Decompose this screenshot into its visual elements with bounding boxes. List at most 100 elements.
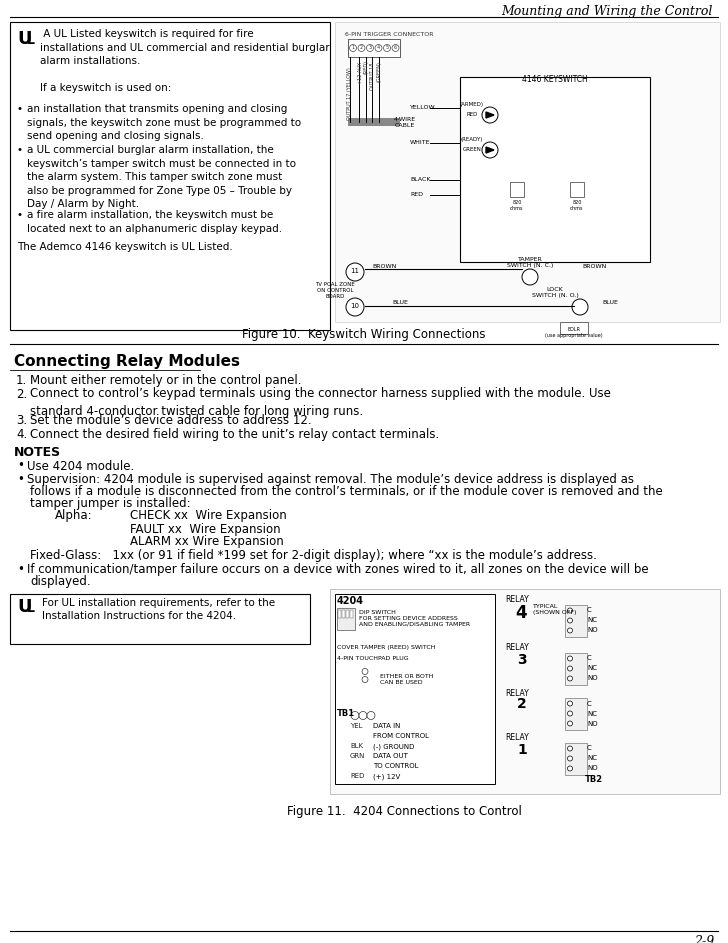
Text: BLACK: BLACK	[410, 177, 430, 182]
Text: Use 4204 module.: Use 4204 module.	[27, 459, 134, 472]
Text: 6: 6	[394, 45, 397, 50]
Text: +12 AUX: +12 AUX	[357, 61, 363, 84]
Bar	[565, 698, 587, 730]
Circle shape	[572, 299, 588, 315]
Text: 2-9: 2-9	[694, 935, 714, 943]
Text: BLUE: BLUE	[602, 300, 618, 305]
Text: tamper jumper is installed:: tamper jumper is installed:	[30, 497, 191, 509]
Text: C: C	[587, 701, 592, 706]
Text: FAULT xx  Wire Expansion: FAULT xx Wire Expansion	[130, 522, 280, 536]
Circle shape	[568, 666, 572, 671]
Text: (READY): (READY)	[461, 137, 483, 142]
Bar	[338, 609, 341, 618]
Bar	[348, 118, 400, 126]
Text: TV PCAL ZONE
ON CONTROL
BOARD: TV PCAL ZONE ON CONTROL BOARD	[315, 282, 355, 299]
Text: FROM CONTROL: FROM CONTROL	[373, 734, 429, 739]
Circle shape	[568, 746, 572, 751]
Text: NO: NO	[587, 720, 598, 726]
Text: (GREEN): (GREEN)	[376, 61, 381, 82]
Text: NC: NC	[587, 755, 597, 762]
Text: NO: NO	[587, 627, 598, 634]
Text: OUTPUT 18: OUTPUT 18	[371, 62, 376, 90]
Text: 4-WIRE
CABLE: 4-WIRE CABLE	[394, 117, 416, 128]
Bar	[337, 607, 355, 630]
Bar	[330, 588, 720, 793]
Text: RELAY: RELAY	[505, 643, 529, 653]
Text: TYPICAL
(SHOWN OFF): TYPICAL (SHOWN OFF)	[533, 604, 577, 615]
Bar	[335, 593, 495, 784]
Bar	[346, 609, 349, 618]
Circle shape	[568, 676, 572, 681]
Text: TAMPER
SWITCH (N. C.): TAMPER SWITCH (N. C.)	[507, 257, 553, 268]
Text: 4146 KEYSWITCH: 4146 KEYSWITCH	[522, 75, 588, 84]
Circle shape	[482, 142, 498, 158]
Text: OUTPUT 17 (YELLOW): OUTPUT 17 (YELLOW)	[347, 67, 352, 120]
Text: COVER TAMPER (REED) SWITCH: COVER TAMPER (REED) SWITCH	[337, 646, 435, 651]
Circle shape	[367, 712, 375, 720]
Circle shape	[362, 669, 368, 674]
Text: RELAY: RELAY	[505, 595, 529, 604]
Polygon shape	[486, 112, 494, 118]
Text: Set the module’s device address to address 12.: Set the module’s device address to addre…	[30, 415, 312, 427]
Text: Alpha:: Alpha:	[55, 509, 92, 522]
Text: (-) GROUND: (-) GROUND	[373, 743, 414, 750]
Bar	[342, 609, 345, 618]
Circle shape	[482, 107, 498, 123]
Text: •: •	[17, 564, 24, 576]
Text: EOLR
(use appropriate value): EOLR (use appropriate value)	[545, 327, 603, 338]
Text: RED: RED	[350, 773, 365, 780]
Text: The Ademco 4146 keyswitch is UL Listed.: The Ademco 4146 keyswitch is UL Listed.	[17, 242, 233, 252]
Text: YELLOW: YELLOW	[410, 105, 435, 110]
Text: L: L	[27, 602, 35, 615]
Text: 2: 2	[360, 45, 363, 50]
Text: NOTES: NOTES	[14, 445, 61, 458]
Text: U: U	[17, 598, 31, 616]
Text: TO CONTROL: TO CONTROL	[373, 764, 419, 769]
Circle shape	[346, 263, 364, 281]
Text: 6-PIN TRIGGER CONNECTOR: 6-PIN TRIGGER CONNECTOR	[345, 32, 433, 37]
Circle shape	[349, 44, 357, 52]
Text: 4.: 4.	[16, 428, 27, 441]
Bar	[510, 182, 524, 197]
Text: BLK: BLK	[350, 743, 363, 750]
Text: C: C	[587, 607, 592, 614]
Text: •: •	[17, 104, 23, 114]
Circle shape	[346, 298, 364, 316]
Text: displayed.: displayed.	[30, 575, 90, 588]
Text: NO: NO	[587, 766, 598, 771]
Text: 5: 5	[385, 45, 389, 50]
Circle shape	[568, 766, 572, 771]
Circle shape	[384, 44, 390, 52]
Text: DATA IN: DATA IN	[373, 723, 400, 730]
Text: Supervision: 4204 module is supervised against removal. The module’s device addr: Supervision: 4204 module is supervised a…	[27, 472, 634, 486]
Text: NC: NC	[587, 710, 597, 717]
Circle shape	[358, 44, 365, 52]
Bar	[350, 609, 353, 618]
Text: 1: 1	[517, 742, 527, 756]
Text: 3.: 3.	[16, 415, 27, 427]
Text: follows if a module is disconnected from the control’s terminals, or if the modu: follows if a module is disconnected from…	[30, 485, 662, 498]
Bar	[565, 653, 587, 685]
Text: 4: 4	[377, 45, 380, 50]
Text: CHECK xx  Wire Expansion: CHECK xx Wire Expansion	[130, 509, 287, 522]
Text: 4: 4	[515, 604, 526, 621]
Text: Figure 10.  Keyswitch Wiring Connections: Figure 10. Keyswitch Wiring Connections	[242, 328, 486, 341]
Circle shape	[568, 756, 572, 761]
Text: RED: RED	[467, 112, 478, 117]
Text: 2.: 2.	[16, 388, 27, 401]
Text: 3: 3	[368, 45, 371, 50]
Text: TB1: TB1	[337, 708, 355, 718]
Circle shape	[568, 628, 572, 633]
Text: RED: RED	[410, 192, 423, 197]
Bar	[460, 77, 650, 262]
Text: LOCK
SWITCH (N. O.): LOCK SWITCH (N. O.)	[531, 287, 578, 298]
Bar	[565, 604, 587, 637]
Circle shape	[568, 618, 572, 623]
Text: RELAY: RELAY	[505, 734, 529, 742]
Text: 4204: 4204	[337, 595, 364, 605]
Circle shape	[568, 656, 572, 661]
Circle shape	[392, 44, 399, 52]
Circle shape	[366, 44, 373, 52]
Polygon shape	[486, 147, 494, 153]
Text: 820
ohms: 820 ohms	[510, 200, 523, 211]
